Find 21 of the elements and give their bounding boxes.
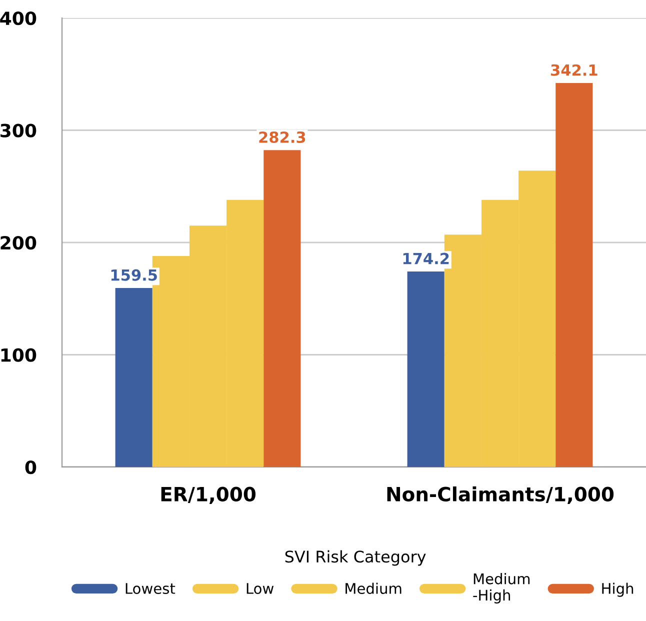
legend-label: Medium -High: [473, 573, 530, 604]
bar: [407, 271, 444, 467]
data-label: 174.2: [403, 252, 449, 264]
y-tick-label: 300: [0, 124, 36, 138]
data-label: 342.1: [551, 64, 598, 76]
bar: [264, 150, 301, 467]
bar: [115, 288, 152, 467]
legend-label: Medium: [346, 582, 402, 594]
legend-label: Lowest: [126, 583, 176, 594]
y-tick-label: 100: [1, 348, 36, 362]
legend-title: SVI Risk Category: [285, 550, 426, 566]
x-tick-label: ER/1,000: [161, 486, 256, 504]
legend-label: Low: [246, 583, 274, 594]
legend-label: High: [602, 582, 634, 597]
y-tick-label: 400: [0, 11, 36, 26]
data-label: 282.3: [259, 131, 306, 143]
y-tick-label: 200: [0, 236, 36, 250]
data-label: 159.5: [111, 269, 157, 281]
bar: [556, 83, 593, 467]
y-tick-label: 0: [25, 460, 36, 474]
x-tick-label: Non-Claimants/1,000: [387, 486, 614, 504]
